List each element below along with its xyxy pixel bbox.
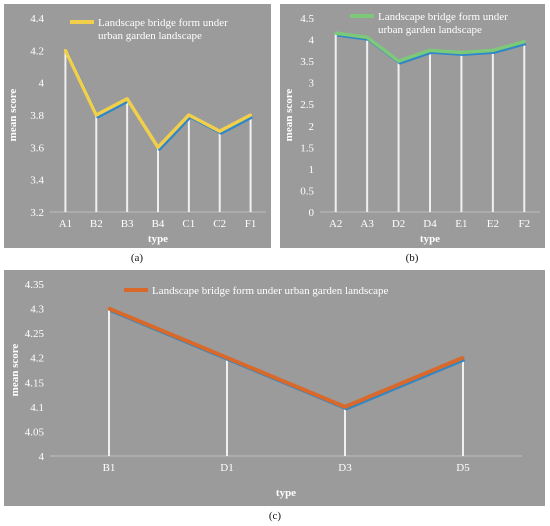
- chart-b-xtick-label: F2: [518, 218, 530, 230]
- chart-b-ytick-label: 3: [309, 78, 315, 90]
- panel-label-b: (b): [405, 252, 419, 264]
- chart-b-ylabel: mean score: [283, 89, 295, 142]
- chart-c-series-line: [108, 306, 464, 409]
- chart-a-ytick-label: 4.2: [30, 45, 44, 57]
- chart-a-xtick-label: F1: [245, 218, 257, 230]
- chart-c-xtick-label: B1: [103, 462, 116, 474]
- chart-c-ytick-label: 4.3: [30, 304, 44, 316]
- chart-c-background: [4, 270, 545, 506]
- chart-b-ytick-label: 1.5: [300, 142, 314, 154]
- chart-c-svg: 4 4.05 4.1 4.15 4.2 4.25 4.3 4.35 B1 D1 D3 D5 type me…: [4, 270, 545, 506]
- chart-b-ytick-label: 3.5: [300, 56, 314, 68]
- chart-c-ytick-label: 4.1: [30, 402, 44, 414]
- chart-b-ytick-label: 1: [309, 164, 315, 176]
- chart-a-xtick-label: B2: [90, 218, 103, 230]
- chart-a-data-point: [63, 48, 67, 52]
- chart-b-xtick-label: D4: [423, 218, 437, 230]
- chart-a-data-point: [249, 113, 253, 117]
- chart-a-legend-label: Landscape bridge form under urban garden …: [98, 17, 228, 42]
- chart-panel-a: 3.2 3.4 3.6 3.8 4 4.2 4.4 A1 B2 B3 B4 C1 C2 F1 type mea…: [4, 4, 271, 248]
- chart-b-ytick-label: 4: [309, 35, 315, 47]
- chart-b-ytick-label: 0: [309, 207, 315, 219]
- chart-a-xtick-label: C2: [213, 218, 226, 230]
- chart-a-data-point: [94, 113, 98, 117]
- chart-c-data-point: [343, 405, 347, 409]
- chart-b-background: [280, 4, 545, 248]
- chart-c-ylabel: mean score: [9, 344, 21, 397]
- chart-panel-b: 0 0.5 1 1.5 2 2.5 3 3.5 4 4.5 A2 A3 D2 D4 E1 E2 F2 type me…: [280, 4, 545, 248]
- chart-a-ytick-label: 4.4: [30, 13, 44, 25]
- chart-b-data-point: [428, 48, 432, 52]
- chart-a-data-point: [156, 145, 160, 149]
- chart-b-xtick-label: E2: [487, 218, 499, 230]
- chart-c-ytick-label: 4.2: [30, 353, 44, 365]
- panel-label-c: (c): [268, 510, 282, 522]
- chart-panel-c: 4 4.05 4.1 4.15 4.2 4.25 4.3 4.35 B1 D1 D3 D5 type me…: [4, 270, 545, 506]
- chart-c-xtick-label: D5: [456, 462, 470, 474]
- chart-b-ytick-label: 2.5: [300, 99, 314, 111]
- chart-b-xtick-label: D2: [392, 218, 405, 230]
- panel-label-a: (a): [130, 252, 144, 264]
- chart-b-data-point: [522, 40, 526, 44]
- chart-c-ytick-label: 4.25: [25, 328, 45, 340]
- chart-c-data-point: [461, 356, 465, 360]
- chart-a-xlabel: type: [148, 233, 168, 245]
- chart-a-xtick-label: B4: [152, 218, 165, 230]
- chart-c-xtick-label: D3: [338, 462, 352, 474]
- chart-a-ylabel: mean score: [7, 89, 19, 142]
- chart-a-ytick-label: 3.4: [30, 175, 44, 187]
- chart-c-data-point: [107, 307, 111, 311]
- chart-b-ytick-label: 4.5: [300, 13, 314, 25]
- chart-a-ytick-label: 3.6: [30, 142, 44, 154]
- chart-b-data-point: [459, 50, 463, 54]
- chart-a-svg: 3.2 3.4 3.6 3.8 4 4.2 4.4 A1 B2 B3 B4 C1 C2 F1 type mea…: [4, 4, 271, 248]
- chart-c-legend-label: Landscape bridge form under urban garden…: [152, 285, 389, 297]
- chart-a-data-point: [218, 129, 222, 133]
- chart-b-data-point: [491, 48, 495, 52]
- chart-c-xlabel: type: [276, 487, 296, 499]
- chart-a-xtick-label: A1: [59, 218, 72, 230]
- chart-b-legend-label: Landscape bridge form under urban garden …: [378, 11, 508, 36]
- chart-c-data-point: [225, 356, 229, 360]
- chart-b-svg: 0 0.5 1 1.5 2 2.5 3 3.5 4 4.5 A2 A3 D2 D4 E1 E2 F2 type me…: [280, 4, 545, 248]
- chart-c-xtick-label: D1: [220, 462, 233, 474]
- chart-a-ytick-label: 3.8: [30, 110, 44, 122]
- chart-a-series-shadow: [65, 51, 253, 151]
- chart-b-data-point: [334, 31, 338, 35]
- chart-b-xlabel: type: [420, 233, 440, 245]
- chart-b-xtick-label: E1: [455, 218, 467, 230]
- chart-b-xtick-label: A2: [329, 218, 342, 230]
- chart-a-ytick-label: 4: [39, 78, 45, 90]
- chart-c-ytick-label: 4.15: [25, 377, 45, 389]
- chart-b-data-point: [365, 35, 369, 39]
- chart-c-ytick-label: 4: [39, 451, 45, 463]
- chart-a-data-point: [125, 97, 129, 101]
- chart-a-data-point: [187, 113, 191, 117]
- chart-a-xtick-label: B3: [121, 218, 134, 230]
- chart-c-ytick-label: 4.05: [25, 426, 45, 438]
- chart-b-xtick-label: A3: [360, 218, 374, 230]
- chart-b-ytick-label: 0.5: [300, 185, 314, 197]
- chart-a-xtick-label: C1: [182, 218, 195, 230]
- chart-b-data-point: [397, 59, 401, 63]
- chart-a-ytick-label: 3.2: [30, 207, 44, 219]
- chart-c-ytick-label: 4.35: [25, 279, 45, 291]
- chart-b-ytick-label: 2: [309, 121, 315, 133]
